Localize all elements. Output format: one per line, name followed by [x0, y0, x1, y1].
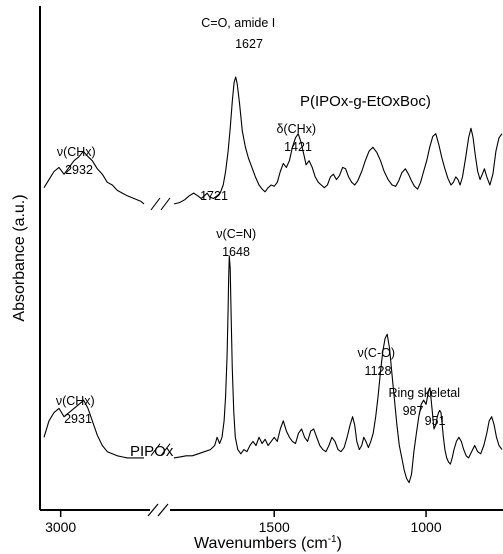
annotation-nu-chx-top: ν(CHx) 2932 [57, 145, 99, 177]
annotation-nu-c-n: ν(C=N) 1648 [216, 227, 259, 259]
x-tick-label-3000: 3000 [45, 519, 76, 535]
series-label-pipox: PIPOx [130, 443, 174, 460]
y-axis-label: Absorbance (a.u.) [11, 194, 28, 321]
annotation-amide-i: C=O, amide I 1627 [201, 16, 278, 51]
spectrum-line-pipox-segment-1 [43, 399, 144, 459]
spectrum-line-pipox-segment-2 [173, 255, 503, 484]
series-label-p-ipox-g-etoxboc: P(IPOx-g-EtOxBoc) [300, 93, 431, 110]
series-break-slash-1-2 [160, 197, 171, 211]
x-tick-label-1000: 1000 [410, 519, 441, 535]
annotation-delta-chx: δ(CHx) 1421 [276, 122, 319, 154]
annotation-nu-chx-bottom: ν(CHx) 2931 [56, 394, 98, 426]
series-break-slash-2-1 [150, 443, 161, 456]
series-break-slash-1-1 [150, 197, 161, 211]
x-axis-label: Wavenumbers (cm-1) [194, 534, 342, 552]
series-break-slash-2-2 [160, 443, 171, 456]
annotation-951: 951 [425, 414, 446, 428]
annotation-1721: 1721 [200, 189, 228, 203]
spectrum-line-p-ipox-g-etoxboc-segment-2 [173, 76, 503, 205]
annotation-ring-skeletal: Ring skeletal 987 [388, 386, 463, 418]
annotation-nu-c-o: ν(C-O) 1128 [358, 346, 399, 378]
spectrum-line-p-ipox-g-etoxboc-segment-1 [43, 150, 145, 205]
x-axis-break-mark [147, 502, 170, 518]
x-tick-label-1500: 1500 [259, 519, 290, 535]
